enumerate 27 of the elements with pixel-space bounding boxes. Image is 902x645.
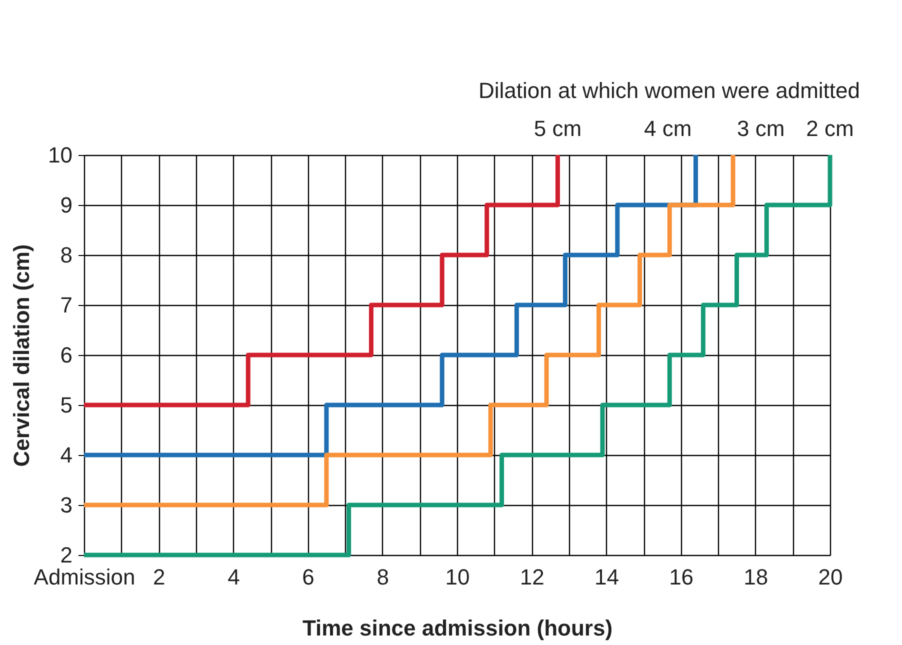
x-tick-label: 2 [152, 564, 166, 590]
x-tick-label: 4 [228, 564, 240, 590]
series-label: 4 cm [644, 116, 692, 141]
y-axis-title: Cervical dilation (cm) [9, 244, 34, 467]
y-tick-label: 6 [60, 342, 72, 368]
y-tick-label: 3 [60, 492, 72, 518]
legend-title: Dilation at which women were admitted [478, 78, 860, 103]
x-axis-title: Time since admission (hours) [302, 616, 613, 640]
y-tick-label: 4 [60, 442, 72, 468]
y-tick-label: 7 [60, 292, 72, 318]
x-tick-label: Admission [34, 564, 136, 590]
y-tick-label: 5 [60, 392, 72, 418]
x-tick-label: 14 [594, 564, 619, 590]
x-tick-label: 20 [818, 564, 843, 590]
series-label: 3 cm [737, 116, 785, 141]
x-tick-label: 18 [744, 564, 768, 590]
x-tick-label: 12 [520, 564, 544, 590]
x-tick-label: 8 [376, 564, 390, 590]
series-label: 2 cm [806, 116, 854, 141]
y-tick-label: 8 [60, 242, 72, 268]
y-tick-label: 2 [60, 542, 72, 568]
x-tick-label: 6 [302, 564, 314, 590]
x-tick-label: 16 [669, 564, 694, 590]
y-tick-label: 10 [48, 142, 72, 168]
series-label: 5 cm [534, 116, 582, 141]
y-tick-label: 9 [60, 192, 72, 218]
x-tick-label: 10 [445, 564, 470, 590]
